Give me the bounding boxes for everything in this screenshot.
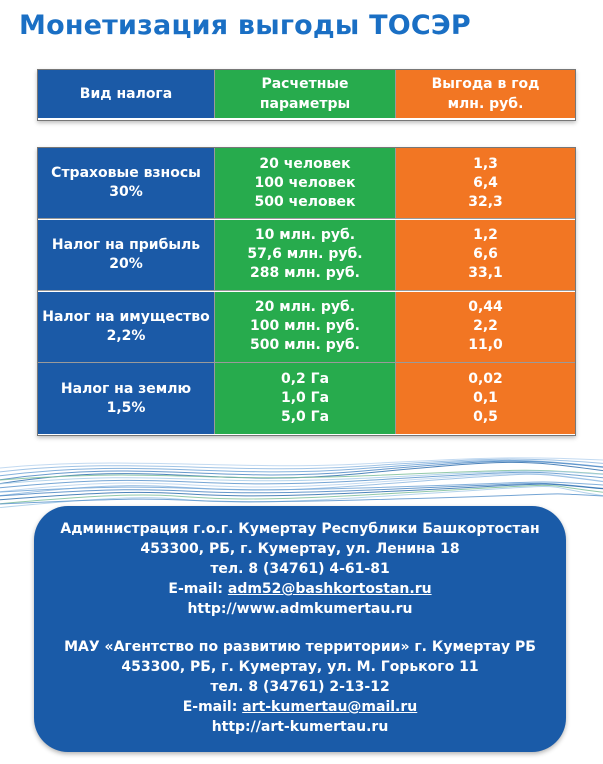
params-cell: 10 млн. руб. 57,6 млн. руб. 288 млн. руб. [215,219,396,291]
header-benefit-line-1: Выгода в год [431,76,540,92]
benefit-cell-line: 11,0 [468,337,503,353]
header-benefit: Выгода в год млн. руб. [396,70,575,118]
wave-line [0,458,603,473]
benefit-cell-line: 2,2 [473,318,498,334]
org-2-email-line: E-mail: art-kumertau@mail.ru [34,697,566,717]
tax-type-cell-line: Налог на прибыль [51,236,201,253]
tax-type-cell-line: 30% [109,184,143,200]
wave-line [0,471,603,489]
wave-line [0,473,603,497]
params-cell-line: 0,2 Га [280,371,330,388]
benefit-cell-line: 1,3 [473,155,498,172]
org-2-address: 453300, РБ, г. Кумертау, ул. М. Горького… [121,659,479,675]
header-tax-type: Вид налога [38,70,215,118]
wave-line [0,483,603,501]
params-cell-line: 500 человек [254,193,356,210]
table-header: Вид налога Расчетные параметры Выгода в … [37,69,576,121]
wave-line [0,486,603,508]
tax-type-cell: Налог на землю 1,5% [38,363,215,435]
wave-line [0,470,603,485]
benefit-cell-line: 0,5 [473,409,498,426]
params-cell: 20 млн. руб. 100 млн. руб. 500 млн. руб. [215,291,396,363]
params-cell-line: 1,0 Га [280,390,330,407]
wave-line [0,461,603,485]
wave-line [0,481,603,493]
wave-line [0,482,603,497]
wave-line [0,457,603,469]
tax-type-cell-line: Налог на землю [60,380,192,397]
params-cell-line: 10 млн. руб. [254,227,356,244]
params-cell-line: 288 млн. руб. [250,265,360,282]
header-params-line-1: Расчетные [261,76,349,92]
org-1-email-label: E-mail: [168,581,228,597]
header-tax-type-text: Вид налога [79,86,173,102]
wave-line [0,484,603,505]
contact-box: Администрация г.о.г. Кумертау Республики… [34,506,566,752]
wave-line [0,493,603,505]
org-2-phone: тел. 8 (34761) 2-13-12 [210,679,390,695]
org-1-address: 453300, РБ, г. Кумертау, ул. Ленина 18 [140,541,460,557]
params-cell-line: 20 человек [259,155,351,172]
benefit-cell: 1,2 6,6 33,1 [396,219,575,291]
org-1-email-line: E-mail: adm52@bashkortostan.ru [34,579,566,599]
tax-type-cell: Страховые взносы 30% [38,148,215,219]
benefit-cell: 1,3 6,4 32,3 [396,148,575,219]
tax-type-cell: Налог на имущество 2,2% [38,291,215,363]
tax-table: Страховые взносы 30% 20 человек 100 человек… [37,147,576,436]
params-cell-line: 100 человек [254,174,356,191]
org-2-name: МАУ «Агентство по развитию территории» г… [64,639,536,655]
benefit-cell-line: 32,3 [468,193,503,210]
params-cell: 20 человек 100 человек 500 человек [215,148,396,219]
benefit-cell-line: 6,4 [473,174,498,191]
benefit-cell: 0,02 0,1 0,5 [396,363,575,435]
org-2-email-link[interactable]: art-kumertau@mail.ru [242,699,418,715]
org-2-email-label: E-mail: [182,699,243,715]
params-cell: 0,2 Га 1,0 Га 5,0 Га [215,363,396,435]
org-1-email-link[interactable]: adm52@bashkortostan.ru [227,581,432,597]
org-1-phone: тел. 8 (34761) 4-61-81 [210,561,390,577]
params-cell-line: 100 млн. руб. [250,318,360,334]
tax-type-cell-line: Страховые взносы [51,165,201,181]
page-title: Монетизация выгоды ТОСЭР [19,10,471,41]
org-2-website[interactable]: http://art-kumertau.ru [211,719,389,735]
org-1-name: Администрация г.о.г. Кумертау Республики… [60,521,540,537]
header-params: Расчетные параметры [215,70,396,118]
benefit-cell-line: 0,1 [473,390,498,407]
tax-type-cell-line: 20% [109,255,143,272]
benefit-cell-line: 1,2 [473,227,498,244]
wave-line [0,460,603,481]
wave-line [0,473,603,493]
tax-type-cell-line: Налог на имущество [42,308,210,325]
params-cell-line: 57,6 млн. руб. [247,246,363,263]
header-benefit-line-2: млн. руб. [447,96,524,112]
benefit-cell: 0,44 2,2 11,0 [396,291,575,363]
benefit-cell-line: 0,02 [468,371,503,388]
org-1-website[interactable]: http://www.admkumertau.ru [187,601,413,617]
tax-type-cell: Налог на прибыль 20% [38,219,215,291]
params-cell-line: 20 млн. руб. [254,299,356,315]
tax-type-cell-line: 1,5% [106,399,146,416]
tax-type-cell-line: 2,2% [106,327,146,344]
benefit-cell-line: 33,1 [468,265,503,282]
benefit-cell-line: 0,44 [468,299,503,315]
params-cell-line: 5,0 Га [280,409,330,426]
wave-line [0,459,603,477]
decorative-waves [0,457,603,508]
header-params-line-2: параметры [259,96,351,112]
benefit-cell-line: 6,6 [473,246,498,263]
params-cell-line: 500 млн. руб. [250,337,360,353]
wave-line [0,469,603,481]
